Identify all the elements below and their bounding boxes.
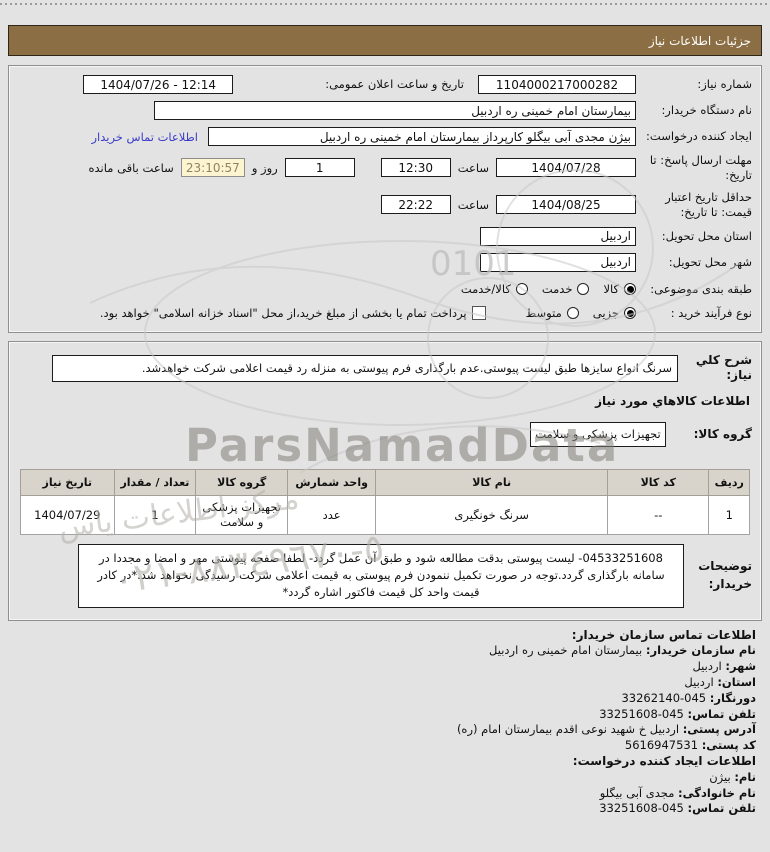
- countdown-timer: 23:10:57: [180, 158, 245, 178]
- page-title: جزئیات اطلاعات نیاز: [8, 25, 762, 56]
- org-province-line: استان: اردبیل: [684, 674, 756, 689]
- col-item-code: کد کالا: [607, 468, 710, 496]
- price-validity-row: حداقل تاریخ اعتبار قیمت: تا تاریخ: 1404/…: [18, 190, 752, 220]
- cell-item-group: تجهیزات پزشکی و سلامت: [195, 494, 289, 535]
- delivery-city-field[interactable]: اردبیل: [480, 252, 636, 272]
- org-phone-line: تلفن تماس: 33251608-045: [599, 706, 756, 721]
- creator-row: ایجاد کننده درخواست: بیژن مجدی آبی بیگلو…: [18, 127, 752, 146]
- need-description-field[interactable]: سرنگ انواع سایزها طبق لیست پیوستی.عدم با…: [52, 354, 678, 382]
- announce-label: تاریخ و ساعت اعلان عمومی:: [325, 77, 464, 92]
- cell-count-unit: عدد: [287, 494, 377, 535]
- org-fax-line: دورنگار: 33262140-045: [621, 690, 756, 705]
- classification-label: طبقه بندی موضوعی:: [650, 281, 752, 296]
- delivery-city-label: شهر محل تحویل:: [668, 254, 752, 269]
- goods-group-row: گروه کالا: تجهیزات پزشکی و سلامت: [18, 421, 752, 447]
- process-type-row: نوع فرآیند خرید : جزیی متوسط پرداخت تمام…: [18, 306, 752, 321]
- radio-goods-service[interactable]: کالا/خدمت: [451, 282, 528, 296]
- remaining-days-field[interactable]: 1: [284, 158, 355, 178]
- radio-goods[interactable]: کالا: [593, 282, 636, 296]
- validity-hour-label: ساعت: [457, 197, 489, 212]
- need-description-row: شرح کلي نياز: سرنگ انواع سایزها طبق لیست…: [18, 353, 752, 384]
- table-row: 1 -- سرنگ خونگیری عدد تجهیزات پزشکی و سل…: [20, 494, 750, 535]
- deadline-hour-label: ساعت: [457, 160, 489, 175]
- cell-item-name: سرنگ خونگیری: [375, 494, 609, 535]
- goods-table-header-row: ردیف کد کالا نام کالا واحد شمارش گروه کا…: [20, 468, 750, 496]
- radio-medium-icon[interactable]: [566, 307, 579, 320]
- goods-table: ردیف کد کالا نام کالا واحد شمارش گروه کا…: [20, 468, 750, 535]
- treasury-checkbox[interactable]: [471, 306, 486, 321]
- need-number-row: شماره نیاز: 1104000217000282 تاریخ و ساع…: [18, 75, 752, 94]
- org-name-line: نام سازمان خریدار: بیمارستان امام خمینی …: [489, 643, 756, 658]
- top-dotted-divider: [0, 3, 770, 5]
- delivery-province-label: استان محل تحویل:: [661, 228, 752, 243]
- cell-item-code: --: [607, 494, 710, 535]
- buyer-notes-row: توضیحات خریدار: 04533251608- لیست پیوستی…: [18, 543, 752, 608]
- radio-goods-service-icon[interactable]: [515, 283, 528, 296]
- radio-service-icon[interactable]: [577, 283, 590, 296]
- announce-datetime-field[interactable]: 1404/07/26 - 12:14: [83, 75, 234, 94]
- org-address-line: آدرس پستی: اردبیل خ شهید نوعی اقدم بیمار…: [456, 722, 756, 737]
- buyer-contact-link[interactable]: اطلاعات تماس خریدار: [91, 129, 198, 144]
- org-postal-line: کد پستی: 5616947531: [624, 738, 756, 753]
- creator-contact-heading: اطلاعات ایجاد کننده درخواست:: [572, 753, 756, 768]
- goods-info-panel: شرح کلي نياز: سرنگ انواع سایزها طبق لیست…: [8, 340, 762, 621]
- delivery-city-row: شهر محل تحویل: اردبیل: [18, 252, 752, 272]
- radio-partial-icon[interactable]: [624, 307, 636, 320]
- creator-field[interactable]: بیژن مجدی آبی بیگلو کارپرداز بیمارستان ا…: [208, 127, 636, 146]
- col-row-number: ردیف: [708, 468, 750, 496]
- need-number-label: شماره نیاز:: [697, 77, 752, 92]
- buyer-notes-field[interactable]: 04533251608- لیست پیوستی بدقت مطالعه شود…: [78, 543, 684, 608]
- deadline-row: مهلت ارسال پاسخ: تا تاریخ: 1404/07/28 سا…: [18, 153, 753, 183]
- cell-row-number: 1: [708, 494, 750, 535]
- creator-firstname-line: نام: بیژن: [709, 769, 756, 784]
- radio-service[interactable]: خدمت: [532, 282, 590, 296]
- price-validity-label: حداقل تاریخ اعتبار قیمت: تا تاریخ:: [665, 189, 752, 219]
- classification-row: طبقه بندی موضوعی: کالا خدمت کالا/خدمت: [18, 282, 752, 297]
- goods-group-label: گروه کالا:: [693, 426, 752, 441]
- creator-phone-line: تلفن تماس: 33251608-045: [599, 801, 756, 816]
- validity-date-field[interactable]: 1404/08/25: [496, 195, 636, 215]
- org-contact-heading: اطلاعات تماس سازمان خریدار:: [571, 627, 756, 642]
- need-description-label: شرح کلي نياز:: [695, 352, 752, 383]
- col-need-date: تاریخ نیاز: [20, 468, 115, 496]
- col-count-unit: واحد شمارش: [287, 468, 377, 496]
- deadline-time-field[interactable]: 12:30: [380, 158, 451, 178]
- deadline-label: مهلت ارسال پاسخ: تا تاریخ:: [649, 153, 752, 182]
- radio-goods-icon[interactable]: [624, 283, 636, 296]
- cell-need-date: 1404/07/29: [20, 494, 115, 535]
- contact-info-footer: اطلاعات تماس سازمان خریدار: نام سازمان خ…: [0, 621, 770, 818]
- delivery-province-field[interactable]: اردبیل: [480, 226, 636, 246]
- buyer-org-label: نام دستگاه خریدار:: [661, 103, 752, 118]
- buyer-notes-label: توضیحات خریدار:: [698, 559, 752, 591]
- org-city-line: شهر: اردبیل: [692, 659, 756, 674]
- col-quantity: تعداد / مقدار: [113, 468, 197, 496]
- deadline-date-field[interactable]: 1404/07/28: [496, 158, 636, 178]
- creator-lastname-line: نام خانوادگی: مجدی آبی بیگلو: [599, 785, 756, 800]
- goods-group-field[interactable]: تجهیزات پزشکی و سلامت: [530, 421, 666, 447]
- radio-partial[interactable]: جزیی: [583, 306, 636, 320]
- hours-remaining-label: ساعت باقی مانده: [88, 160, 174, 175]
- need-number-field[interactable]: 1104000217000282: [478, 75, 636, 94]
- radio-medium[interactable]: متوسط: [516, 306, 579, 320]
- process-type-label: نوع فرآیند خرید :: [670, 305, 752, 320]
- request-info-panel: شماره نیاز: 1104000217000282 تاریخ و ساع…: [8, 65, 762, 333]
- days-and-label: روز و: [251, 160, 278, 175]
- cell-quantity: 1: [113, 494, 197, 535]
- creator-label: ایجاد کننده درخواست:: [646, 129, 752, 144]
- col-item-group: گروه کالا: [195, 468, 289, 496]
- delivery-province-row: استان محل تحویل: اردبیل: [18, 226, 752, 246]
- treasury-checkbox-option[interactable]: پرداخت تمام یا بخشی از مبلغ خرید،از محل …: [100, 306, 486, 321]
- buyer-org-row: نام دستگاه خریدار: بیمارستان امام خمینی …: [18, 101, 752, 120]
- goods-section-heading: اطلاعات کالاهاي مورد نياز: [595, 393, 750, 408]
- col-item-name: نام کالا: [375, 468, 609, 496]
- buyer-org-field[interactable]: بیمارستان امام خمینی ره اردبیل: [154, 101, 636, 120]
- need-details-page: { "title_bar": { "title": "جزئیات اطلاعا…: [0, 3, 770, 848]
- validity-time-field[interactable]: 22:22: [380, 195, 451, 215]
